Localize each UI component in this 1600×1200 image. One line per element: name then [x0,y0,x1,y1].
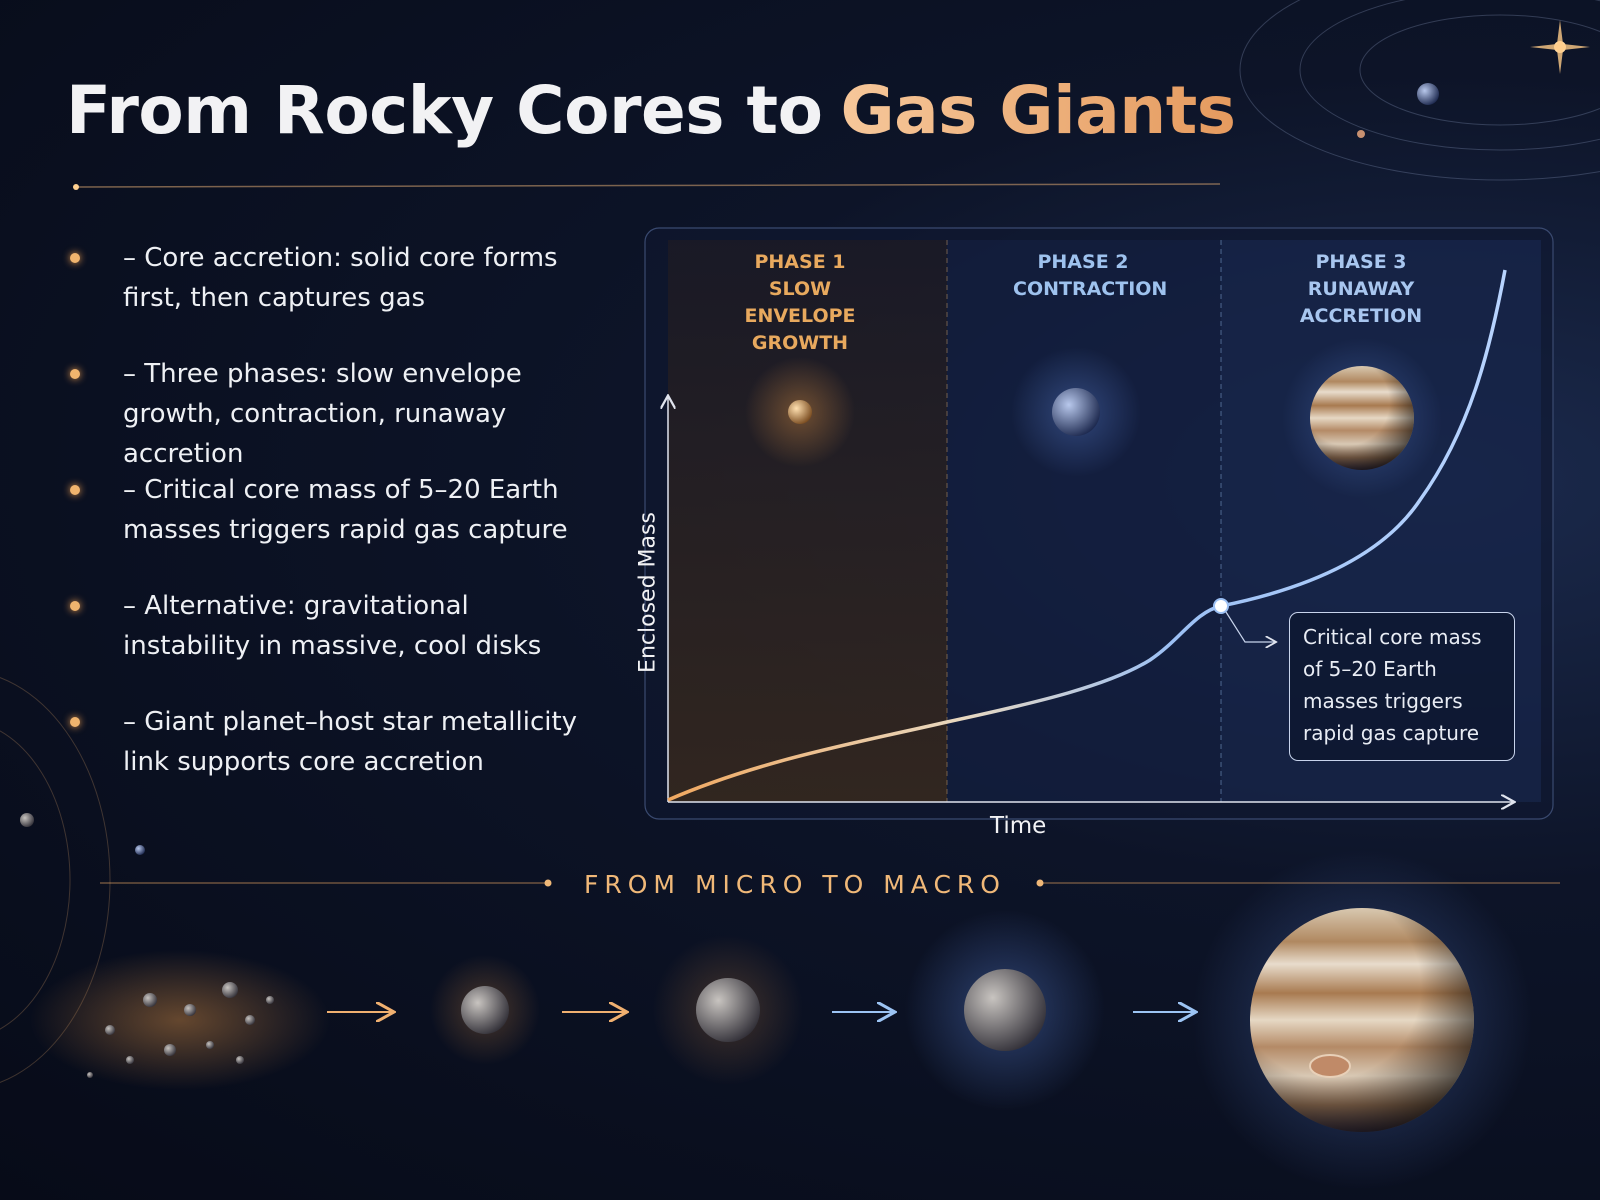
title-highlight: Gas Giants [840,72,1236,149]
bullet-list: – Core accretion: solid core forms first… [70,238,590,818]
phase-number: PHASE 2 [1037,251,1129,273]
phase-number: PHASE 3 [1315,251,1407,273]
phase-label: PHASE 1 SLOW ENVELOPE GROWTH [700,249,900,357]
phase-label: PHASE 3 RUNAWAY ACCRETION [1261,249,1461,330]
phase-name: CONTRACTION [1013,278,1168,300]
banner: FROM MICRO TO MACRO [584,870,1006,899]
bullet-item: – Giant planet–host star metallicity lin… [70,702,590,818]
bullet-item: – Alternative: gravitational instability… [70,586,590,702]
phase-name: RUNAWAY ACCRETION [1299,278,1423,327]
phase-label: PHASE 2 CONTRACTION [983,249,1183,303]
title: From Rocky Cores to Gas Giants [66,72,1236,149]
phase-number: PHASE 1 [754,251,846,273]
title-main: From Rocky Cores to [66,72,823,149]
callout: Critical core mass of 5–20 Earth masses … [1289,612,1515,761]
y-axis-label: Enclosed Mass [635,512,661,673]
bullet-item: – Three phases: slow envelope growth, co… [70,354,590,470]
x-axis-label: Time [990,813,1047,839]
bullet-item: – Critical core mass of 5–20 Earth masse… [70,470,590,586]
bullet-item: – Core accretion: solid core forms first… [70,238,590,354]
phase-name: SLOW ENVELOPE GROWTH [744,278,856,354]
